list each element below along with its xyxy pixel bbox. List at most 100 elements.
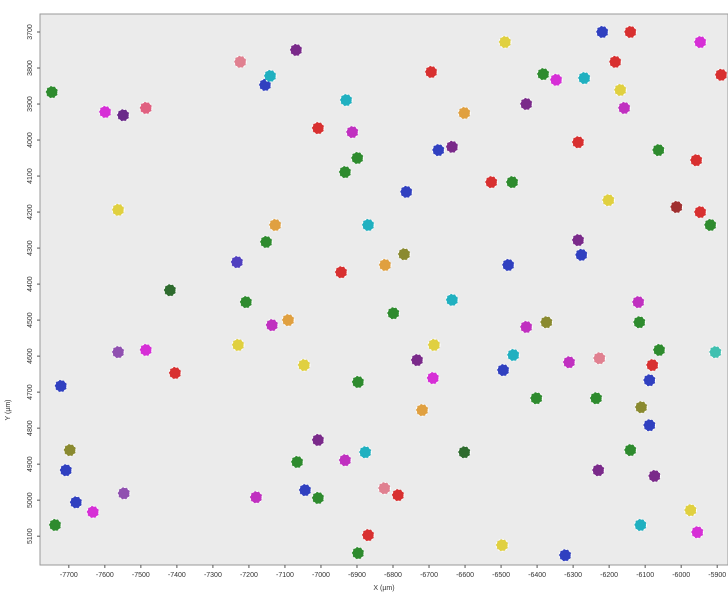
cell-cluster [572, 136, 584, 148]
cell-cluster [379, 259, 391, 271]
cell-cluster [282, 314, 294, 326]
cell-cluster [602, 194, 614, 206]
cell-cluster [507, 349, 519, 361]
cell-cluster [575, 249, 587, 261]
cell-cluster [392, 489, 404, 501]
x-tick-label: -7500 [132, 572, 150, 579]
cell-cluster [540, 316, 552, 328]
x-tick-label: -7700 [60, 572, 78, 579]
chart: X (µm) Y (µm) -7700-7600-7500-7400-7300-… [0, 0, 728, 592]
y-tick-label: 4200 [27, 204, 34, 220]
y-tick-label: 4700 [27, 384, 34, 400]
cell-cluster [499, 36, 511, 48]
y-tick-label: 4000 [27, 132, 34, 148]
x-tick-label: -7200 [240, 572, 258, 579]
cell-cluster [704, 219, 716, 231]
x-tick-label: -5900 [708, 572, 726, 579]
cell-cluster [55, 380, 67, 392]
y-tick-label: 4600 [27, 348, 34, 364]
cell-cluster [609, 56, 621, 68]
cell-cluster [312, 492, 324, 504]
cell-cluster [694, 206, 706, 218]
cell-cluster [290, 44, 302, 56]
x-tick-label: -6400 [528, 572, 546, 579]
cell-cluster [432, 144, 444, 156]
cell-cluster [590, 392, 602, 404]
cell-cluster [497, 364, 509, 376]
cell-cluster [578, 72, 590, 84]
cell-cluster [378, 482, 390, 494]
cell-cluster [362, 219, 374, 231]
y-tick-label: 3700 [27, 24, 34, 40]
x-tick-label: -6800 [384, 572, 402, 579]
cell-cluster [269, 219, 281, 231]
cell-cluster [691, 526, 703, 538]
cell-cluster [398, 248, 410, 260]
cell-cluster [614, 84, 626, 96]
cell-cluster [653, 344, 665, 356]
cell-cluster [520, 321, 532, 333]
cell-cluster [346, 126, 358, 138]
x-tick-label: -6500 [492, 572, 510, 579]
cell-cluster [400, 186, 412, 198]
cell-cluster [596, 26, 608, 38]
cell-cluster [260, 236, 272, 248]
cell-cluster [232, 339, 244, 351]
cell-cluster [112, 346, 124, 358]
cell-cluster [506, 176, 518, 188]
cell-cluster [502, 259, 514, 271]
cell-cluster [416, 404, 428, 416]
cell-cluster [291, 456, 303, 468]
cell-cluster [643, 419, 655, 431]
page: X (µm) Y (µm) -7700-7600-7500-7400-7300-… [0, 0, 728, 592]
cell-cluster [643, 374, 655, 386]
cell-cluster [140, 344, 152, 356]
cell-cluster [428, 339, 440, 351]
cell-cluster [118, 487, 130, 499]
x-tick-label: -6200 [600, 572, 618, 579]
cell-cluster [264, 70, 276, 82]
cell-cluster [685, 504, 697, 516]
cell-cluster [60, 464, 72, 476]
cell-cluster [231, 256, 243, 268]
cell-cluster [299, 484, 311, 496]
y-tick-label: 4800 [27, 420, 34, 436]
cell-cluster [624, 444, 636, 456]
cell-cluster [425, 66, 437, 78]
cell-cluster [458, 446, 470, 458]
cell-cluster [709, 346, 721, 358]
y-tick-label: 3800 [27, 60, 34, 76]
cell-cluster [359, 446, 371, 458]
cell-cluster [387, 307, 399, 319]
x-tick-label: -6100 [636, 572, 654, 579]
cell-cluster [520, 98, 532, 110]
cell-cluster [427, 372, 439, 384]
cell-cluster [646, 359, 658, 371]
cell-cluster [715, 69, 727, 81]
cell-cluster [458, 107, 470, 119]
y-tick-label: 4900 [27, 456, 34, 472]
cell-cluster [633, 316, 645, 328]
x-tick-label: -6600 [456, 572, 474, 579]
cell-cluster [351, 152, 363, 164]
cell-cluster [140, 102, 152, 114]
cell-cluster [117, 109, 129, 121]
cell-cluster [559, 549, 571, 561]
cell-cluster [649, 470, 661, 482]
x-tick-label: -6300 [564, 572, 582, 579]
cell-cluster [112, 204, 124, 216]
cell-cluster [339, 454, 351, 466]
cell-cluster [690, 154, 702, 166]
cell-cluster [550, 74, 562, 86]
cell-cluster [340, 94, 352, 106]
x-tick-label: -6700 [420, 572, 438, 579]
cell-cluster [312, 122, 324, 134]
cell-cluster [592, 464, 604, 476]
cell-cluster [352, 376, 364, 388]
cell-cluster [298, 359, 310, 371]
cell-cluster [593, 352, 605, 364]
cell-cluster [352, 547, 364, 559]
cell-cluster [46, 86, 58, 98]
y-tick-label: 4300 [27, 240, 34, 256]
cell-cluster [624, 26, 636, 38]
